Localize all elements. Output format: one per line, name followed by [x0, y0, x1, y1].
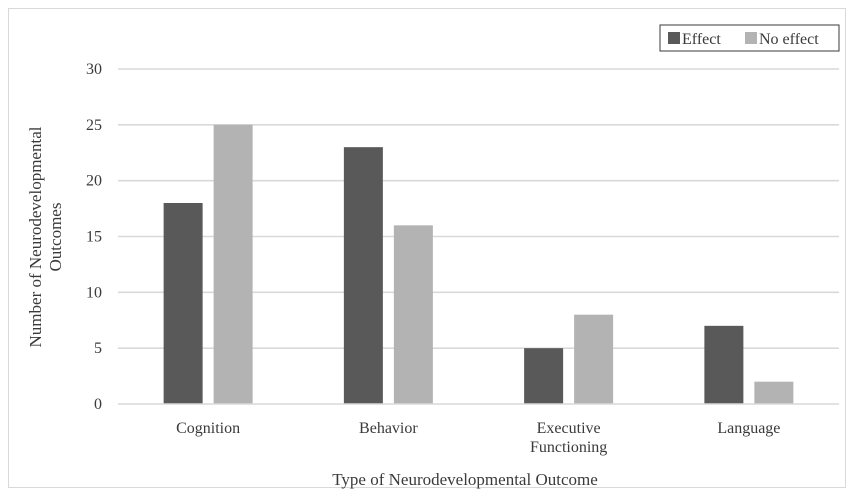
- x-tick-label: Language: [717, 420, 780, 437]
- bars: [163, 124, 794, 404]
- bar-chart: 0 5 10 15 20 25 30 Cognition Behavior Executive F…: [26, 24, 840, 489]
- bar-no-effect: [393, 225, 433, 404]
- y-tick-label: 25: [86, 117, 102, 134]
- y-tick-label: 30: [86, 61, 102, 78]
- chart-frame: 0 5 10 15 20 25 30 Cognition Behavior Executive F…: [8, 8, 846, 489]
- bar-no-effect: [213, 124, 253, 404]
- x-tick-label: Cognition: [176, 420, 240, 437]
- y-tick-label: 5: [94, 340, 102, 357]
- x-tick-label: Behavior: [359, 420, 418, 437]
- bar-effect: [163, 203, 203, 404]
- y-axis-label: Number of NeurodevelopmentalOutcomes: [26, 126, 65, 347]
- bar-effect: [524, 348, 564, 404]
- y-tick-label: 0: [94, 396, 102, 413]
- y-tick-label: 15: [86, 229, 102, 246]
- x-tick-label: Executive Functioning: [530, 420, 607, 456]
- x-axis-tick-labels: Cognition Behavior Executive Functioning Lan…: [176, 420, 780, 456]
- bar-no-effect: [574, 314, 614, 404]
- y-axis-tick-labels: 0 5 10 15 20 25 30: [86, 61, 102, 413]
- y-tick-label: 20: [86, 173, 102, 190]
- y-tick-label: 10: [86, 284, 102, 301]
- legend: Effect No effect: [659, 24, 840, 52]
- legend-swatch: [745, 32, 757, 44]
- legend-label: No effect: [759, 31, 819, 48]
- x-axis-label: Type of Neurodevelopmental Outcome: [332, 470, 598, 489]
- bar-no-effect: [754, 381, 794, 404]
- legend-swatch: [668, 32, 680, 44]
- bar-effect: [343, 147, 383, 404]
- legend-label: Effect: [682, 31, 721, 48]
- bar-effect: [704, 325, 744, 404]
